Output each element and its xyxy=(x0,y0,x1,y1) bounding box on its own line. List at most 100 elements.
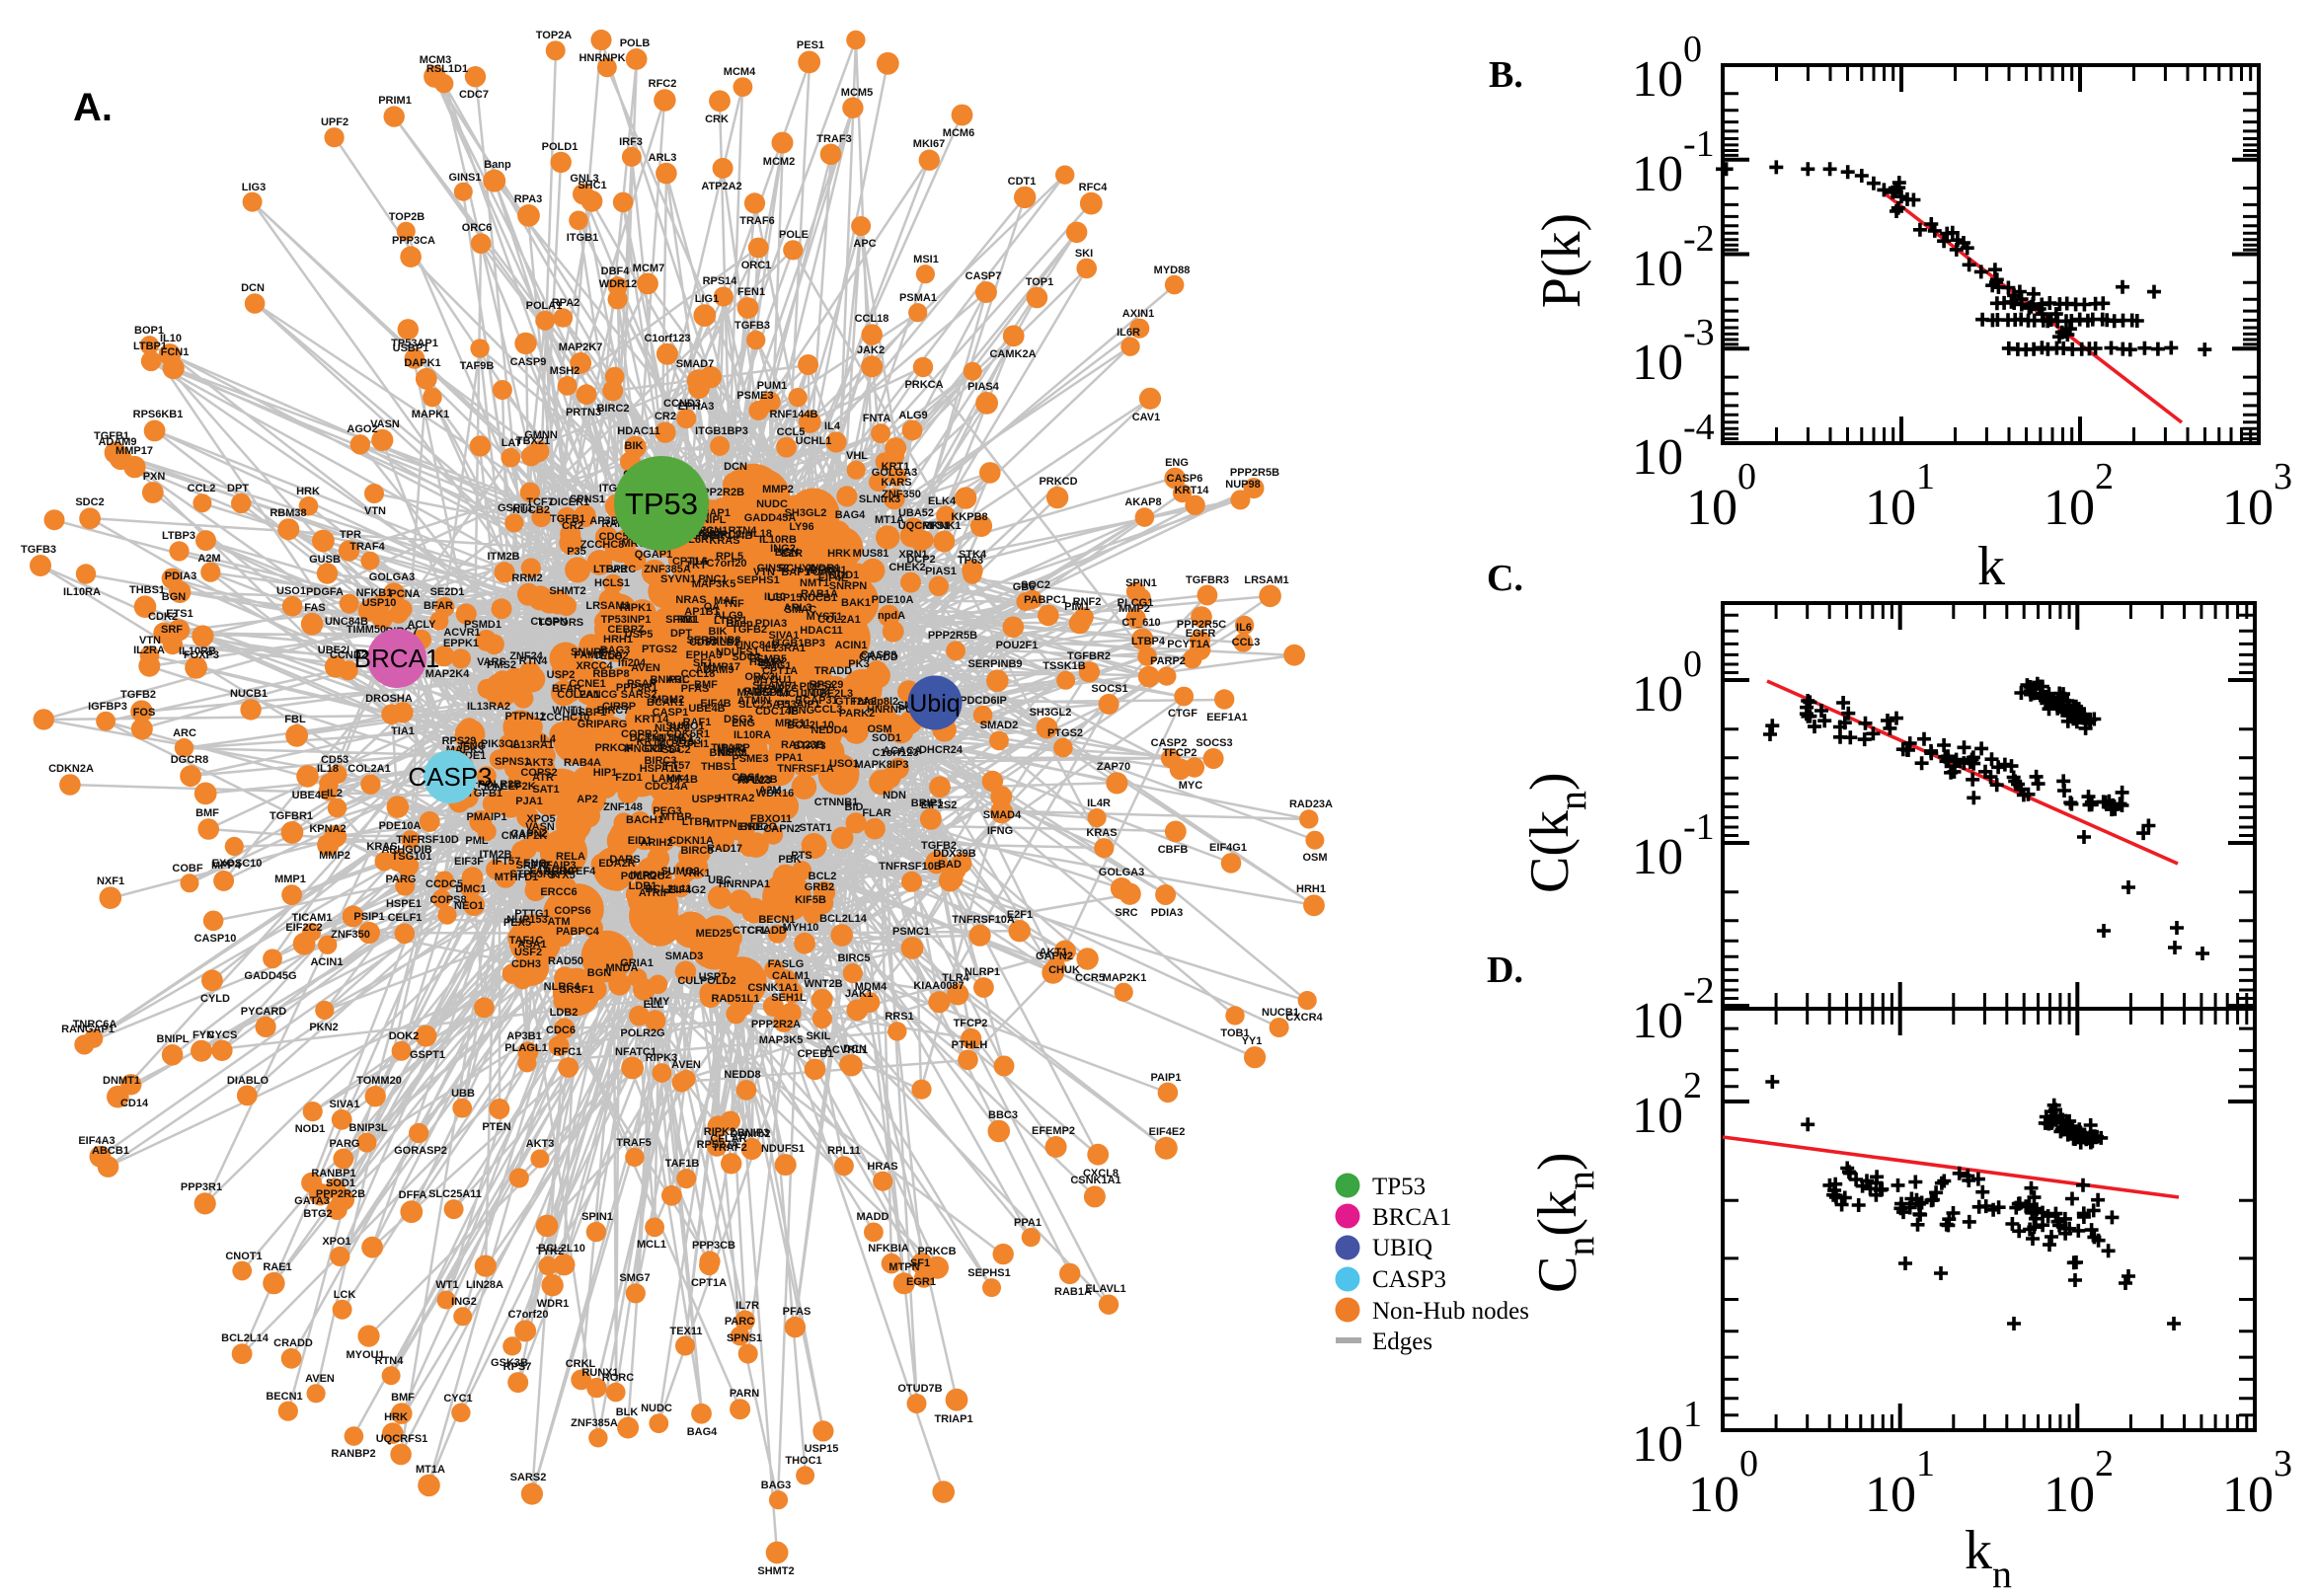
svg-text:-2: -2 xyxy=(1683,218,1715,260)
svg-text:PLCG1: PLCG1 xyxy=(1118,597,1154,609)
svg-text:KRT1: KRT1 xyxy=(882,461,910,473)
svg-text:DCN: DCN xyxy=(843,1043,867,1055)
svg-text:ZAP70: ZAP70 xyxy=(1097,761,1130,773)
svg-text:MTBP: MTBP xyxy=(660,811,691,823)
svg-text:CAV1: CAV1 xyxy=(1132,412,1161,423)
svg-text:BRIP1: BRIP1 xyxy=(911,798,943,809)
svg-text:CPT1A: CPT1A xyxy=(762,665,798,677)
svg-text:SMG7: SMG7 xyxy=(619,1272,650,1284)
svg-text:KRT14: KRT14 xyxy=(1175,485,1210,496)
svg-text:HRH1: HRH1 xyxy=(603,634,633,646)
svg-text:ZNF24: ZNF24 xyxy=(509,650,544,662)
svg-text:RSL1D1: RSL1D1 xyxy=(426,63,468,75)
svg-text:TGFB1: TGFB1 xyxy=(467,788,502,799)
svg-text:IL2RA: IL2RA xyxy=(133,645,165,656)
svg-text:THBS1: THBS1 xyxy=(701,761,736,773)
svg-text:ATMIN: ATMIN xyxy=(737,695,771,707)
svg-text:0: 0 xyxy=(1739,1443,1758,1484)
svg-text:NEO1: NEO1 xyxy=(454,900,484,912)
svg-text:WDR1: WDR1 xyxy=(809,563,840,574)
svg-text:ATP2A2: ATP2A2 xyxy=(701,181,741,192)
svg-text:DHCR24: DHCR24 xyxy=(919,744,964,756)
svg-text:GRIA1: GRIA1 xyxy=(620,957,654,969)
svg-text:TRADD: TRADD xyxy=(814,665,853,677)
svg-text:KIAA0087: KIAA0087 xyxy=(913,980,964,992)
svg-text:RPS27A: RPS27A xyxy=(697,1139,739,1151)
svg-text:KKPB8: KKPB8 xyxy=(951,511,987,523)
svg-text:C1orf123: C1orf123 xyxy=(872,747,918,759)
svg-text:PDIA3: PDIA3 xyxy=(165,570,196,582)
svg-text:IL6: IL6 xyxy=(1236,622,1252,634)
svg-text:BACH1: BACH1 xyxy=(626,814,663,826)
svg-text:KRAS: KRAS xyxy=(1086,827,1117,839)
svg-text:GSK3B: GSK3B xyxy=(491,1357,528,1369)
svg-text:BRCA1: BRCA1 xyxy=(1372,1204,1452,1231)
svg-text:MMP17: MMP17 xyxy=(703,661,740,673)
svg-text:HDAC11: HDAC11 xyxy=(617,425,659,437)
svg-text:IFNG: IFNG xyxy=(460,740,486,752)
svg-text:OSM: OSM xyxy=(1302,852,1327,864)
svg-text:NTHL1: NTHL1 xyxy=(658,732,693,744)
svg-text:UBIQ: UBIQ xyxy=(1372,1235,1432,1261)
svg-text:SRF: SRF xyxy=(161,624,183,636)
svg-text:TFCP2: TFCP2 xyxy=(954,1018,988,1029)
svg-text:ZNF385A: ZNF385A xyxy=(644,564,691,575)
svg-text:BCL2L10: BCL2L10 xyxy=(787,720,834,731)
svg-text:USF2: USF2 xyxy=(514,947,542,958)
svg-text:RPL11: RPL11 xyxy=(827,1145,861,1157)
svg-text:ITGB1: ITGB1 xyxy=(567,232,598,244)
svg-text:PARG: PARG xyxy=(386,874,417,885)
svg-text:BAG3: BAG3 xyxy=(761,1480,792,1491)
svg-text:SIVA1: SIVA1 xyxy=(330,1099,360,1110)
svg-text:SARS2: SARS2 xyxy=(510,1472,547,1483)
svg-text:IMPDH2: IMPDH2 xyxy=(630,870,671,881)
svg-text:RPS7: RPS7 xyxy=(503,1361,532,1373)
svg-text:RIPK3: RIPK3 xyxy=(646,1052,677,1064)
svg-text:ELK4: ELK4 xyxy=(928,495,957,507)
svg-text:FNTA: FNTA xyxy=(863,413,891,424)
svg-text:HRK: HRK xyxy=(296,486,320,497)
svg-text:ZNF350: ZNF350 xyxy=(331,929,370,941)
svg-text:ZNF350: ZNF350 xyxy=(882,489,921,500)
svg-text:RB1: RB1 xyxy=(677,614,699,626)
svg-text:k: k xyxy=(1965,1520,1992,1581)
svg-text:USBP1: USBP1 xyxy=(393,342,429,354)
svg-text:PIAS1: PIAS1 xyxy=(925,566,957,577)
svg-text:ALG9: ALG9 xyxy=(898,410,927,421)
svg-text:SOD1: SOD1 xyxy=(326,1178,355,1189)
svg-text:DICER1: DICER1 xyxy=(550,496,589,508)
svg-text:IL10RB: IL10RB xyxy=(179,646,216,657)
svg-text:USP2: USP2 xyxy=(547,669,576,681)
svg-text:MTPN: MTPN xyxy=(888,1261,919,1273)
svg-text:MYD88: MYD88 xyxy=(1154,265,1191,276)
svg-text:UQCRFS1: UQCRFS1 xyxy=(898,520,951,532)
svg-text:ARC: ARC xyxy=(173,727,196,739)
svg-text:PIAS4: PIAS4 xyxy=(967,381,1000,393)
svg-text:DCN: DCN xyxy=(724,461,747,473)
svg-text:PDGFA: PDGFA xyxy=(306,586,344,598)
svg-text:CDK2: CDK2 xyxy=(148,611,178,623)
svg-text:YY1: YY1 xyxy=(1242,1035,1263,1047)
svg-text:PEG3: PEG3 xyxy=(653,805,681,817)
svg-text:PRIM1: PRIM1 xyxy=(378,95,412,107)
svg-text:CPT1A: CPT1A xyxy=(672,556,708,568)
svg-text:IL2: IL2 xyxy=(327,788,343,799)
svg-text:LCK: LCK xyxy=(334,1289,356,1301)
svg-text:SPNS1: SPNS1 xyxy=(570,494,605,505)
svg-text:PMS2: PMS2 xyxy=(487,659,516,671)
svg-text:PRTN3: PRTN3 xyxy=(566,407,601,418)
svg-text:HNRNPK: HNRNPK xyxy=(579,52,625,64)
svg-text:PPP2R5B: PPP2R5B xyxy=(928,630,977,642)
svg-text:AP1B1: AP1B1 xyxy=(684,606,719,618)
svg-text:DNMT1: DNMT1 xyxy=(103,1075,140,1087)
svg-text:MYOU1: MYOU1 xyxy=(753,674,792,686)
svg-text:USBP1: USBP1 xyxy=(571,707,607,719)
svg-text:TGFB2: TGFB2 xyxy=(732,624,767,636)
svg-text:MCL1: MCL1 xyxy=(779,688,809,700)
svg-text:POLD1: POLD1 xyxy=(542,141,579,153)
svg-text:USP15: USP15 xyxy=(805,1443,839,1455)
svg-text:P53AIP1: P53AIP1 xyxy=(777,699,820,711)
svg-text:COBF: COBF xyxy=(172,863,202,874)
svg-text:TOP1: TOP1 xyxy=(1026,276,1054,288)
svg-text:SMG1: SMG1 xyxy=(760,660,791,672)
